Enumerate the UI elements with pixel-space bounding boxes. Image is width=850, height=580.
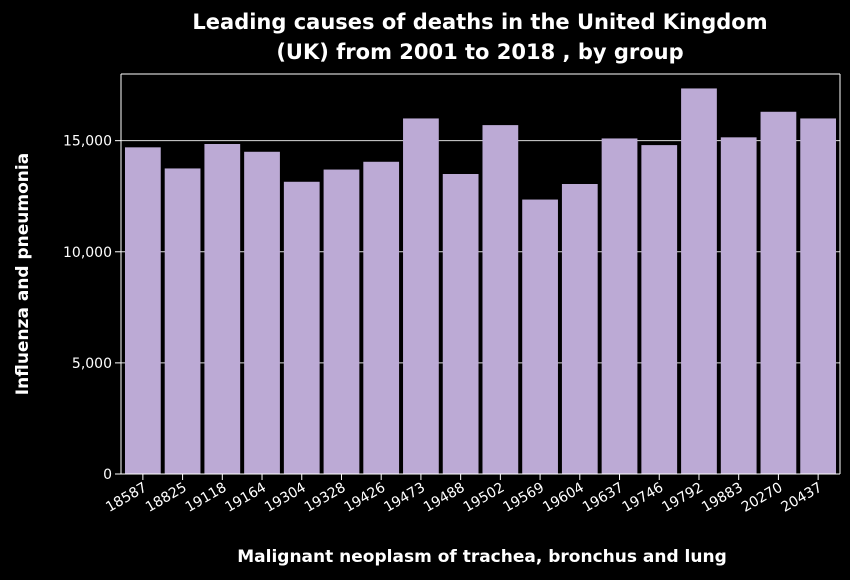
x-tick-label: 19164 (222, 480, 269, 516)
bar (164, 168, 201, 474)
y-tick-label: 10,000 (63, 245, 112, 261)
x-tick-label: 19473 (381, 480, 428, 516)
x-tick-label: 20437 (779, 480, 826, 516)
x-ticks: 1858718825191181916419304193281942619473… (103, 474, 825, 516)
y-ticks: 0 5,000 10,000 15,000 (63, 134, 121, 483)
x-tick-label: 19792 (659, 480, 706, 516)
x-tick-label: 19883 (699, 480, 746, 516)
bars (124, 88, 837, 475)
x-tick-label: 19604 (540, 480, 587, 516)
bar (323, 169, 360, 475)
bar (482, 125, 519, 474)
bar (124, 147, 161, 475)
bar (681, 88, 717, 474)
bar (244, 151, 280, 474)
x-tick-label: 18825 (143, 480, 190, 516)
x-axis-label: Malignant neoplasm of trachea, bronchus … (237, 547, 727, 567)
bar (403, 118, 439, 474)
y-tick-label: 0 (103, 467, 112, 483)
y-tick-label: 15,000 (63, 134, 112, 150)
bar (641, 145, 678, 474)
bar (283, 181, 320, 474)
bar (720, 137, 757, 475)
bar (800, 118, 837, 474)
bar (363, 161, 400, 474)
gridlines (121, 140, 840, 364)
chart-title-line-1: Leading causes of deaths in the United K… (192, 10, 767, 34)
x-tick-label: 19746 (620, 480, 667, 516)
bar (204, 144, 241, 474)
x-tick-label: 19488 (421, 480, 468, 516)
x-tick-label: 19118 (183, 480, 230, 516)
x-tick-label: 19637 (580, 480, 627, 516)
bar (601, 138, 638, 474)
bar (442, 174, 479, 474)
x-tick-label: 19502 (461, 480, 508, 516)
bar (522, 199, 558, 475)
bar (760, 111, 797, 475)
x-tick-label: 19569 (501, 480, 548, 516)
x-tick-label: 19426 (342, 480, 389, 516)
y-axis-label: Influenza and pneumonia (13, 153, 33, 395)
x-tick-label: 20270 (739, 480, 786, 516)
x-tick-label: 18587 (103, 480, 150, 516)
chart-title-line-2: (UK) from 2001 to 2018 , by group (276, 40, 683, 64)
x-tick-label: 19328 (302, 480, 349, 516)
x-tick-label: 19304 (262, 480, 309, 516)
bar (561, 184, 598, 474)
y-tick-label: 5,000 (72, 356, 112, 372)
